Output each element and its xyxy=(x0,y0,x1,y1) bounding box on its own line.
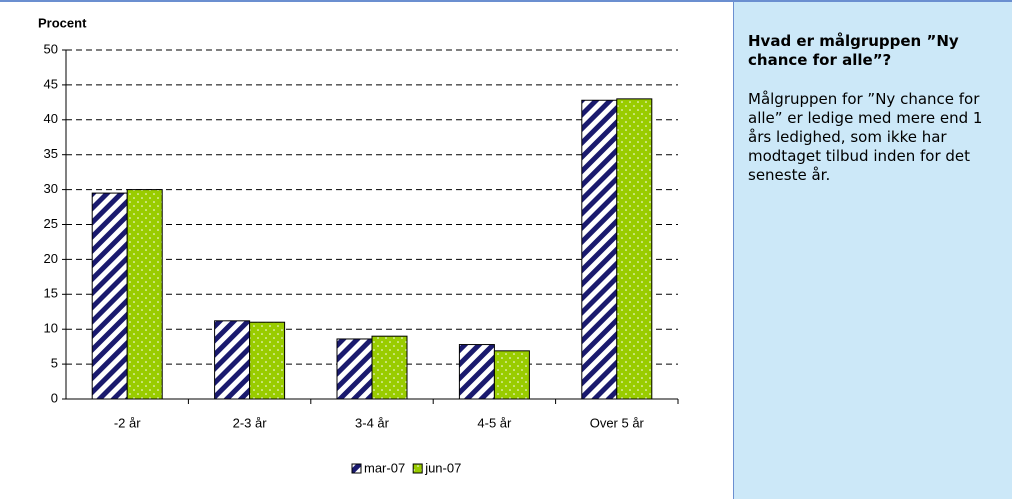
bar xyxy=(581,99,618,400)
bar xyxy=(214,320,251,400)
info-panel: Hvad er målgruppen ”Ny chance for alle”?… xyxy=(733,2,1012,499)
bar xyxy=(371,335,408,400)
bar xyxy=(458,344,495,400)
y-tick-label: 10 xyxy=(44,321,58,336)
x-tick-label: Over 5 år xyxy=(590,415,645,430)
top-border xyxy=(0,0,1012,2)
panel-body: Målgruppen for ”Ny chance for alle” er l… xyxy=(748,90,983,184)
x-tick-label: 4-5 år xyxy=(477,415,512,430)
chart: Procent 0 5 10 15 20 25 30 35 40 45 50 -2 år 2-3 år 3… xyxy=(38,15,679,475)
bar xyxy=(126,189,163,400)
legend-swatch xyxy=(412,463,423,474)
x-tick-label: 3-4 år xyxy=(355,415,390,430)
bar xyxy=(249,321,286,400)
y-tick-label: 45 xyxy=(44,76,58,91)
y-axis-label: Procent xyxy=(38,15,87,30)
y-tick-label: 35 xyxy=(44,146,58,161)
y-tick-label: 30 xyxy=(44,181,58,196)
bar xyxy=(336,338,373,400)
x-tick-label: -2 år xyxy=(114,415,141,430)
legend-swatch xyxy=(351,463,362,474)
bar xyxy=(91,192,128,400)
y-tick-label: 5 xyxy=(51,356,58,371)
bar xyxy=(616,98,653,400)
legend-label: jun-07 xyxy=(424,460,461,475)
panel-title: Hvad er målgruppen ”Ny chance for alle”? xyxy=(748,32,959,69)
y-tick-label: 40 xyxy=(44,111,58,126)
x-tick-label: 2-3 år xyxy=(233,415,268,430)
y-tick-label: 25 xyxy=(44,216,58,231)
y-tick-label: 50 xyxy=(44,41,58,56)
y-tick-label: 20 xyxy=(44,251,58,266)
legend-label: mar-07 xyxy=(364,460,405,475)
y-tick-label: 0 xyxy=(51,390,58,405)
y-tick-label: 15 xyxy=(44,286,58,301)
bar xyxy=(493,350,530,400)
